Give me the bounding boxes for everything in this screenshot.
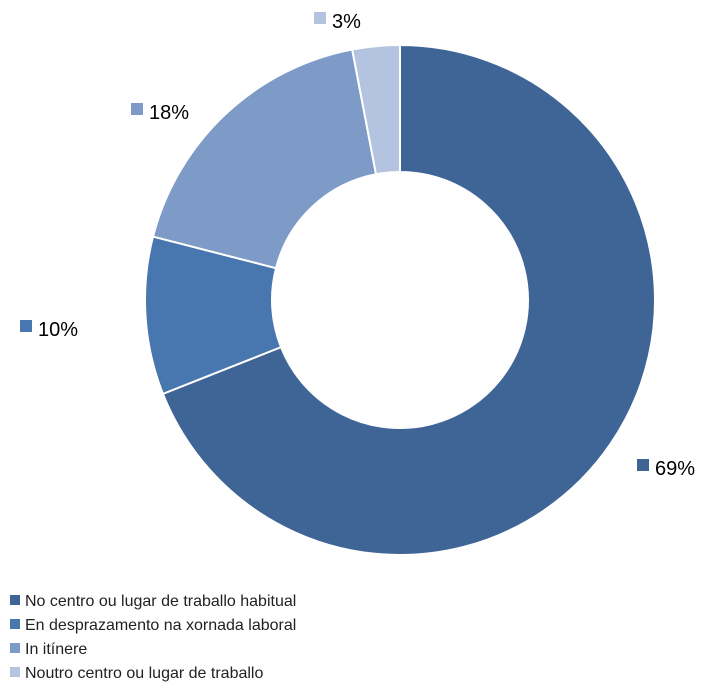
data-labels: 69% 10% 18% 3% (20, 11, 695, 480)
legend: No centro ou lugar de traballo habitual E… (10, 593, 296, 682)
data-label-3: 18% (149, 102, 189, 124)
legend-swatch-1 (10, 595, 20, 605)
data-label-1: 69% (655, 458, 695, 480)
data-label-marker-1 (637, 459, 649, 471)
donut-slice-4 (351, 43, 401, 176)
legend-swatch-4 (10, 667, 20, 677)
legend-label-1: No centro ou lugar de traballo habitual (25, 593, 296, 610)
legend-label-4: Noutro centro ou lugar de traballo (25, 665, 263, 682)
legend-label-3: In itínere (25, 641, 87, 658)
data-label-marker-2 (20, 320, 32, 332)
data-label-marker-4 (314, 12, 326, 24)
donut-slices (144, 43, 656, 556)
data-label-2: 10% (38, 319, 78, 341)
data-label-4: 3% (332, 11, 361, 33)
legend-swatch-3 (10, 643, 20, 653)
donut-slice-1 (161, 43, 656, 556)
donut-slice-3 (151, 48, 378, 270)
legend-swatch-2 (10, 619, 20, 629)
data-label-marker-3 (131, 103, 143, 115)
legend-label-2: En desprazamento na xornada laboral (25, 617, 296, 634)
